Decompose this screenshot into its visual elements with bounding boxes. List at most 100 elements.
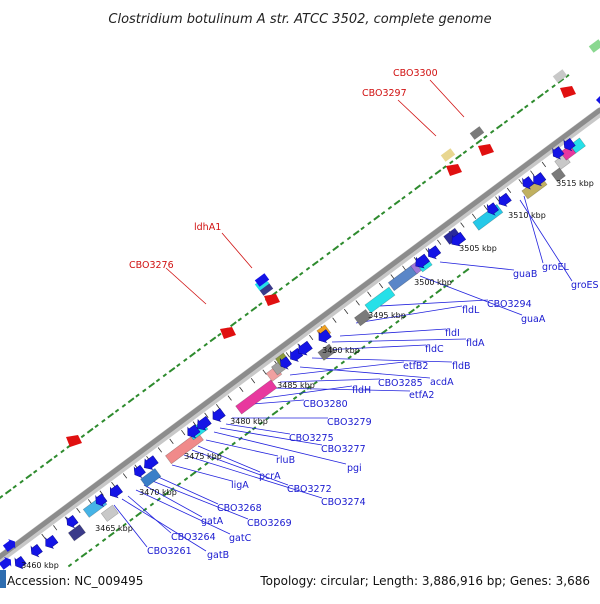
- gc-dot: [536, 93, 544, 99]
- kbp-tick: [471, 213, 477, 220]
- gene-label[interactable]: etfA2: [409, 390, 434, 401]
- leader-line: [135, 489, 231, 535]
- gc-dot: [237, 317, 243, 322]
- leader-line: [331, 338, 467, 343]
- gene-label[interactable]: fldI: [445, 328, 460, 339]
- gene-label[interactable]: guaB: [513, 269, 537, 280]
- leader-line: [127, 495, 172, 534]
- gc-dot: [291, 275, 299, 282]
- gene-arrow: [415, 253, 430, 269]
- gene-block: [100, 504, 119, 522]
- gc-dot: [475, 138, 483, 145]
- gc-dot: [469, 145, 475, 149]
- gene-label[interactable]: CBO3294: [487, 299, 532, 310]
- gc-dot: [319, 256, 324, 261]
- kbp-tick: [390, 274, 395, 280]
- gc-dot: [565, 74, 570, 78]
- gc-dot: [401, 195, 406, 200]
- gene-block: [235, 379, 278, 415]
- leader-line: [523, 195, 544, 264]
- gene-labels: 3460 kbp 3465 kbp 3470 kbp 3475 kbp 3480…: [21, 68, 598, 570]
- gc-dot: [495, 123, 503, 130]
- gene-label[interactable]: CBO3261: [147, 546, 192, 557]
- gene-label[interactable]: CBO3268: [217, 503, 262, 514]
- footer: Accession: NC_009495 Topology: circular;…: [0, 570, 590, 588]
- gene-label[interactable]: acdA: [430, 377, 454, 388]
- gene-label[interactable]: groEL: [542, 262, 570, 273]
- gene-label[interactable]: CBO3277: [321, 444, 366, 455]
- gene-label[interactable]: gatB: [207, 550, 229, 561]
- kbp-tick: [541, 161, 547, 168]
- gene-features: [0, 39, 600, 570]
- gc-dot: [189, 470, 197, 477]
- gene-arrow: [486, 202, 499, 216]
- gc-dot: [122, 522, 127, 527]
- rna-feature: [478, 144, 494, 156]
- gc-dot: [45, 458, 53, 465]
- gc-dot: [67, 563, 73, 568]
- rna-label[interactable]: ldhA1: [194, 222, 221, 233]
- rna-label[interactable]: CBO3276: [129, 260, 174, 271]
- gene-label[interactable]: groES: [571, 280, 599, 291]
- gc-dot: [258, 302, 263, 307]
- gc-dot: [292, 396, 298, 400]
- kbp-tick: [53, 525, 58, 531]
- gene-label[interactable]: etfB2: [403, 361, 428, 372]
- gene-label[interactable]: CBO3280: [303, 399, 348, 410]
- gene-arrow: [522, 176, 535, 190]
- gene-label[interactable]: CBO3264: [171, 532, 216, 543]
- leader-line: [299, 366, 431, 379]
- leader-line: [121, 498, 207, 552]
- kbp-tick: [309, 334, 314, 341]
- gene-label[interactable]: fldH: [352, 385, 371, 396]
- kbp-tick: [460, 222, 465, 228]
- kbp-label: 3510 kbp: [508, 211, 546, 220]
- gene-arrow: [133, 464, 146, 479]
- gc-dot: [94, 424, 99, 428]
- gc-dot: [39, 464, 45, 469]
- gc-dot: [88, 548, 93, 553]
- gene-arrow: [14, 555, 27, 570]
- gc-dot: [250, 306, 258, 312]
- gene-arrow: [279, 356, 292, 370]
- gc-dot: [148, 382, 156, 388]
- gene-label[interactable]: pgi: [347, 463, 362, 474]
- gc-dot: [203, 342, 208, 347]
- rna-label[interactable]: CBO3300: [393, 68, 438, 79]
- leader-line: [271, 387, 411, 392]
- gene-label[interactable]: fldA: [466, 338, 485, 349]
- gc-dot: [393, 199, 401, 206]
- gene-label[interactable]: CBO3274: [321, 497, 366, 508]
- gene-label[interactable]: CBO3269: [247, 518, 292, 529]
- kbp-tick: [250, 378, 256, 384]
- gene-label[interactable]: CBO3275: [289, 433, 334, 444]
- rna-label[interactable]: CBO3297: [362, 88, 407, 99]
- gene-block: [353, 309, 373, 327]
- gene-arrow: [0, 557, 12, 570]
- gc-dot: [449, 160, 454, 165]
- gene-label[interactable]: gatC: [229, 533, 252, 544]
- gene-label[interactable]: fldL: [462, 305, 480, 316]
- gene-label[interactable]: CBO3285: [378, 378, 423, 389]
- gc-dot: [74, 558, 80, 563]
- gene-arrow: [109, 484, 123, 499]
- gene-arrow: [30, 544, 43, 558]
- gene-label[interactable]: fldC: [425, 344, 444, 355]
- gc-dot: [231, 441, 236, 446]
- gc-dot: [286, 401, 291, 406]
- gene-block: [140, 468, 162, 488]
- gene-label[interactable]: gatA: [201, 516, 224, 527]
- gc-dot: [86, 427, 94, 434]
- kbp-tick: [285, 352, 291, 358]
- gene-label[interactable]: CBO3279: [327, 417, 372, 428]
- gene-block: [254, 273, 270, 287]
- gene-label[interactable]: guaA: [521, 314, 546, 325]
- gc-dot: [32, 469, 38, 474]
- gene-arrow: [552, 146, 565, 160]
- gene-label[interactable]: ligA: [231, 480, 249, 491]
- gene-label[interactable]: rluB: [276, 455, 295, 466]
- gc-dot: [346, 236, 352, 241]
- gene-label[interactable]: pcrA: [259, 471, 281, 482]
- gene-label[interactable]: CBO3272: [287, 484, 332, 495]
- gene-label[interactable]: fldB: [452, 361, 471, 372]
